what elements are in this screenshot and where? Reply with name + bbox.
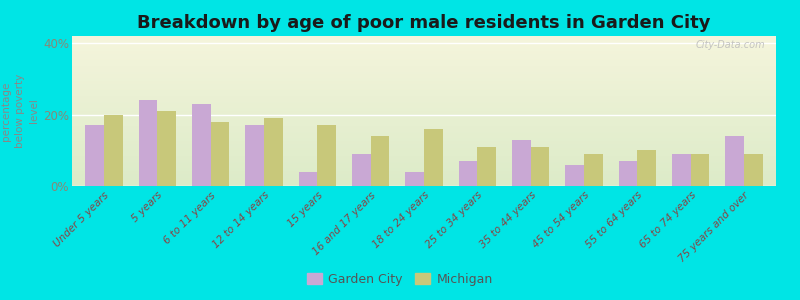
Y-axis label: percentage
below poverty
level: percentage below poverty level <box>1 74 39 148</box>
Bar <box>690 154 710 186</box>
Bar <box>584 154 602 186</box>
Bar <box>246 125 264 186</box>
Bar <box>352 154 370 186</box>
Text: City-Data.com: City-Data.com <box>696 40 766 50</box>
Legend: Garden City, Michigan: Garden City, Michigan <box>302 268 498 291</box>
Bar <box>406 172 424 186</box>
Title: Breakdown by age of poor male residents in Garden City: Breakdown by age of poor male residents … <box>138 14 710 32</box>
Bar <box>104 115 122 186</box>
Bar <box>458 161 478 186</box>
Bar <box>192 104 210 186</box>
Bar <box>744 154 762 186</box>
Bar <box>158 111 176 186</box>
Bar <box>618 161 638 186</box>
Bar <box>512 140 530 186</box>
Bar <box>424 129 442 186</box>
Bar <box>672 154 690 186</box>
Bar <box>638 150 656 186</box>
Bar <box>726 136 744 186</box>
Bar <box>370 136 390 186</box>
Bar <box>86 125 104 186</box>
Bar <box>210 122 230 186</box>
Bar <box>298 172 318 186</box>
Bar <box>264 118 282 186</box>
Bar <box>566 165 584 186</box>
Bar <box>138 100 158 186</box>
Bar <box>478 147 496 186</box>
Bar <box>530 147 550 186</box>
Bar <box>318 125 336 186</box>
